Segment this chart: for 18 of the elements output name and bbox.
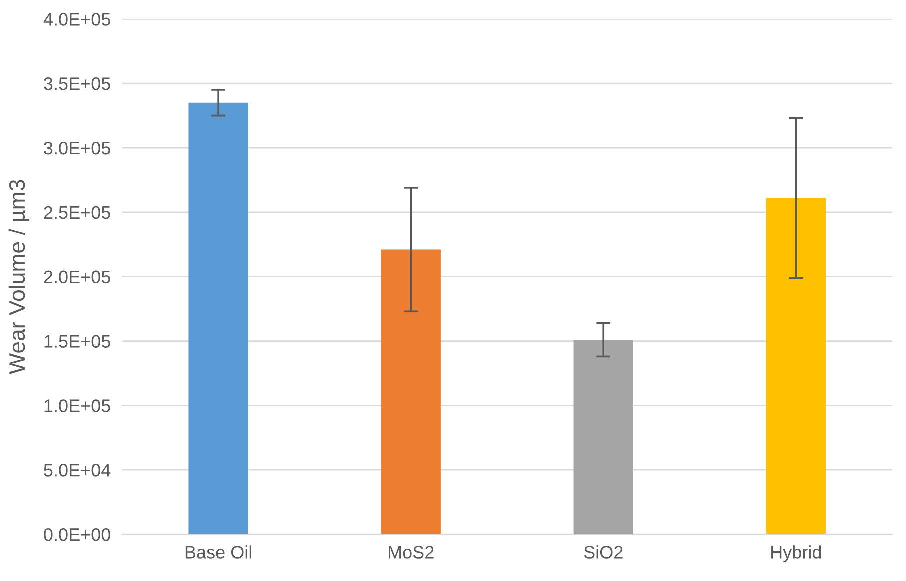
y-tick-label: 3.0E+05 [44,142,110,155]
y-tick-label: 1.0E+05 [44,400,110,412]
y-tick-label: 1.5E+05 [44,335,110,348]
x-tick-label: Hybrid [772,546,822,562]
y-tick-label: 2.5E+05 [44,206,110,220]
y-tick-label: 0.0E+00 [44,528,110,542]
y-tick-label: 2.0E+05 [44,270,110,284]
x-tick-label: MoS2 [388,546,434,559]
x-tick-label: SiO2 [584,546,623,559]
x-tick-label: Base Oil [186,546,252,559]
y-tick-label: 4.0E+05 [44,13,110,26]
bar [574,340,634,535]
y-tick-label: 5.0E+04 [44,464,111,477]
bar [188,102,248,535]
bar [766,198,826,535]
y-tick-label: 3.5E+05 [44,78,110,90]
bar [381,250,441,535]
y-axis-title: Wear Volume / µm3 [8,180,30,374]
